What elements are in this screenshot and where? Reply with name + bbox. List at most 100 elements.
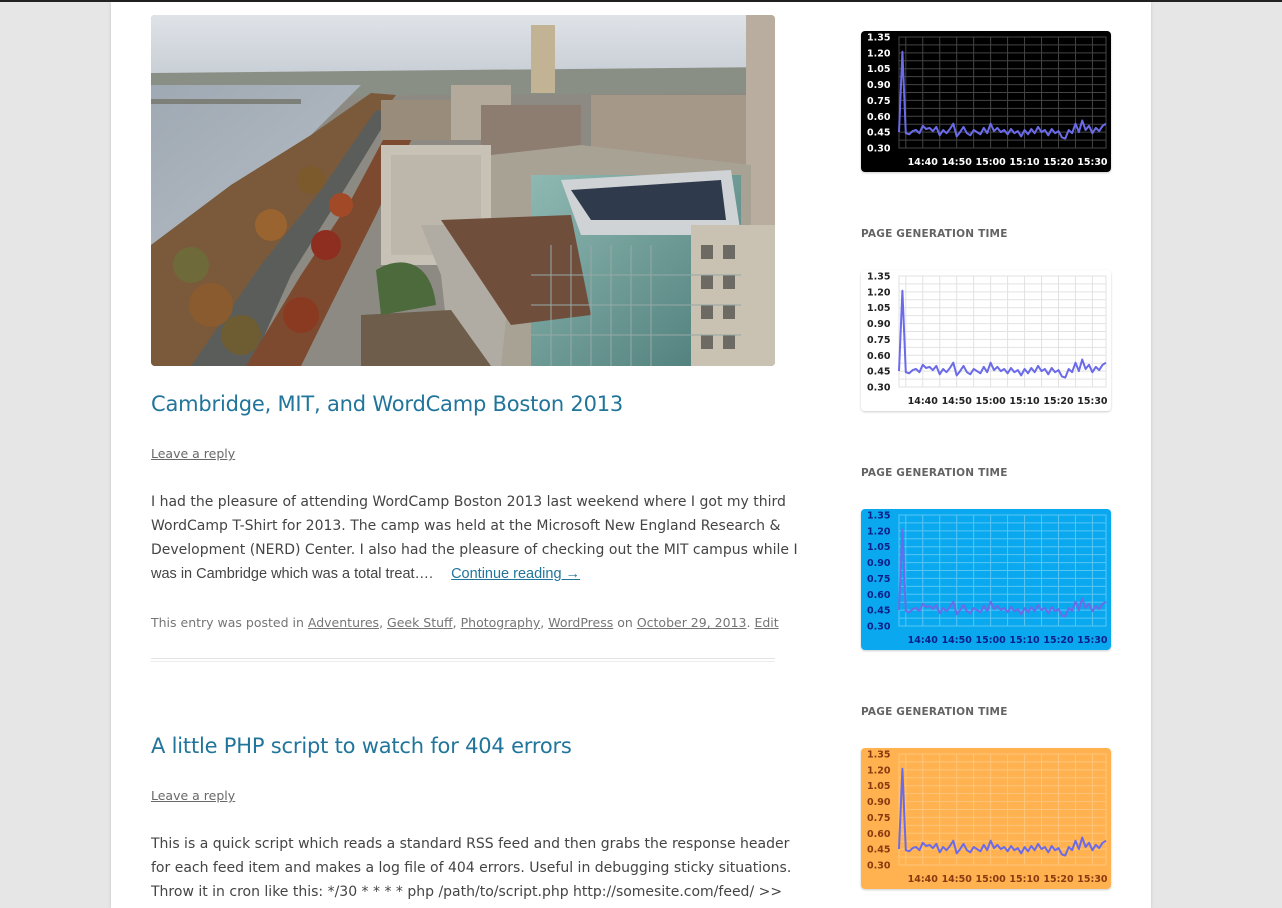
x-tick-label: 15:30: [1077, 874, 1108, 885]
x-tick-label: 15:10: [1009, 396, 1040, 407]
x-tick-label: 15:30: [1077, 635, 1108, 646]
y-tick-label: 1.20: [867, 765, 891, 776]
excerpt-line: for each feed item and makes a log file …: [151, 860, 792, 876]
y-tick-label: 0.90: [867, 319, 891, 330]
category-link-photography[interactable]: Photography: [460, 615, 541, 630]
chart-svg: 1.35 1.20 1.05 0.90 0.75 0.60 0.45 0.30 14:40 14:…: [861, 509, 1111, 650]
series-line: [898, 50, 1107, 140]
x-tick-label: 14:50: [942, 396, 973, 407]
plot-border: [898, 36, 1107, 149]
plot-border: [898, 275, 1107, 388]
y-tick-label: 0.60: [867, 112, 891, 123]
y-tick-label: 0.45: [867, 845, 890, 856]
series-line: [898, 767, 1107, 857]
post-excerpt-2: This is a quick script which reads a sta…: [151, 832, 792, 904]
y-tick-label: 1.20: [867, 287, 891, 298]
category-link-wordpress[interactable]: WordPress: [548, 615, 614, 630]
y-tick-label: 0.30: [867, 622, 891, 633]
y-tick-label: 0.30: [867, 144, 891, 155]
x-tick-label: 14:50: [942, 157, 973, 168]
x-tick-label: 15:00: [975, 396, 1006, 407]
y-tick-label: 1.05: [867, 64, 890, 75]
y-tick-label: 0.75: [867, 96, 890, 107]
y-tick-label: 0.75: [867, 574, 890, 585]
y-tick-label: 0.90: [867, 80, 891, 91]
y-tick-label: 0.60: [867, 590, 891, 601]
y-tick-label: 1.35: [867, 750, 890, 761]
widget-title: PAGE GENERATION TIME: [861, 228, 1008, 240]
x-tick-label: 14:40: [908, 874, 939, 885]
leave-reply-link-1[interactable]: Leave a reply: [151, 446, 236, 461]
y-tick-label: 0.45: [867, 128, 890, 139]
widget-title: PAGE GENERATION TIME: [861, 706, 1008, 718]
post-divider: [151, 658, 775, 659]
x-tick-label: 15:20: [1043, 157, 1074, 168]
x-tick-label: 15:30: [1077, 396, 1108, 407]
edit-link[interactable]: Edit: [754, 615, 779, 630]
excerpt-line-last: was in Cambridge which was a total treat…: [151, 562, 775, 586]
post-title-1[interactable]: Cambridge, MIT, and WordCamp Boston 2013: [151, 392, 624, 416]
page-generation-chart-black: 1.35 1.20 1.05 0.90 0.75 0.60 0.45 0.30 14:40 14:…: [861, 31, 1111, 172]
y-tick-label: 0.30: [867, 383, 891, 394]
x-tick-label: 15:00: [975, 157, 1006, 168]
series-line: [898, 528, 1107, 618]
page-generation-chart-orange: 1.35 1.20 1.05 0.90 0.75 0.60 0.45 0.30 14:40 14:…: [861, 748, 1111, 889]
y-tick-label: 0.30: [867, 861, 891, 872]
x-tick-label: 15:00: [975, 874, 1006, 885]
excerpt-line: was in Cambridge which was a total treat…: [151, 566, 434, 582]
page-container: Cambridge, MIT, and WordCamp Boston 2013…: [111, 2, 1151, 908]
top-border: [0, 0, 1282, 2]
y-tick-label: 1.20: [867, 526, 891, 537]
page-generation-chart-blue: 1.35 1.20 1.05 0.90 0.75 0.60 0.45 0.30 14:40 14:…: [861, 509, 1111, 650]
excerpt-line: WordCamp T-Shirt for 2013. The camp was …: [151, 518, 781, 534]
page-generation-chart-white: 1.35 1.20 1.05 0.90 0.75 0.60 0.45 0.30 14:40 14:…: [861, 270, 1111, 411]
widget-title: PAGE GENERATION TIME: [861, 467, 1008, 479]
plot-border: [898, 753, 1107, 866]
y-tick-label: 0.60: [867, 351, 891, 362]
y-tick-label: 1.35: [867, 511, 890, 522]
x-tick-label: 15:20: [1043, 396, 1074, 407]
y-tick-label: 0.45: [867, 367, 890, 378]
x-tick-label: 15:30: [1077, 157, 1108, 168]
x-tick-label: 15:00: [975, 635, 1006, 646]
leave-reply-link-2[interactable]: Leave a reply: [151, 788, 236, 803]
series-line: [898, 289, 1107, 379]
category-link-adventures[interactable]: Adventures: [307, 615, 380, 630]
post-divider: [151, 661, 775, 662]
excerpt-line: I had the pleasure of attending WordCamp…: [151, 494, 786, 510]
y-tick-label: 1.05: [867, 542, 890, 553]
x-tick-label: 14:50: [942, 874, 973, 885]
excerpt-line: This is a quick script which reads a sta…: [151, 836, 790, 852]
y-tick-label: 1.05: [867, 781, 890, 792]
chart-svg: 1.35 1.20 1.05 0.90 0.75 0.60 0.45 0.30 14:40 14:…: [861, 748, 1111, 889]
x-tick-label: 14:50: [942, 635, 973, 646]
plot-border: [898, 514, 1107, 627]
post-date-link[interactable]: October 29, 2013: [636, 615, 747, 630]
y-tick-label: 1.35: [867, 272, 890, 283]
x-tick-label: 15:10: [1009, 635, 1040, 646]
y-tick-label: 0.45: [867, 606, 890, 617]
chart-svg: 1.35 1.20 1.05 0.90 0.75 0.60 0.45 0.30 14:40 14:…: [861, 270, 1111, 411]
y-tick-label: 1.20: [867, 48, 891, 59]
y-tick-label: 1.05: [867, 303, 890, 314]
continue-reading-link[interactable]: Continue reading →: [451, 566, 581, 582]
y-tick-label: 1.35: [867, 33, 890, 44]
chart-svg: 1.35 1.20 1.05 0.90 0.75 0.60 0.45 0.30 14:40 14:…: [861, 31, 1111, 172]
featured-image[interactable]: [151, 15, 775, 366]
entry-meta: This entry was posted in Adventures, Gee…: [151, 615, 779, 630]
category-link-geek-stuff[interactable]: Geek Stuff: [387, 615, 453, 630]
x-tick-label: 14:40: [908, 157, 939, 168]
x-tick-label: 14:40: [908, 635, 939, 646]
y-tick-label: 0.60: [867, 829, 891, 840]
y-tick-label: 0.90: [867, 797, 891, 808]
post-title-2[interactable]: A little PHP script to watch for 404 err…: [151, 734, 572, 758]
y-tick-label: 0.90: [867, 558, 891, 569]
x-tick-label: 15:20: [1043, 635, 1074, 646]
y-tick-label: 0.75: [867, 335, 890, 346]
y-tick-label: 0.75: [867, 813, 890, 824]
x-tick-label: 15:10: [1009, 874, 1040, 885]
x-tick-label: 14:40: [908, 396, 939, 407]
excerpt-line: Development (NERD) Center. I also had th…: [151, 542, 798, 558]
x-tick-label: 15:10: [1009, 157, 1040, 168]
excerpt-line: Throw it in cron like this: */30 * * * *…: [151, 884, 783, 900]
